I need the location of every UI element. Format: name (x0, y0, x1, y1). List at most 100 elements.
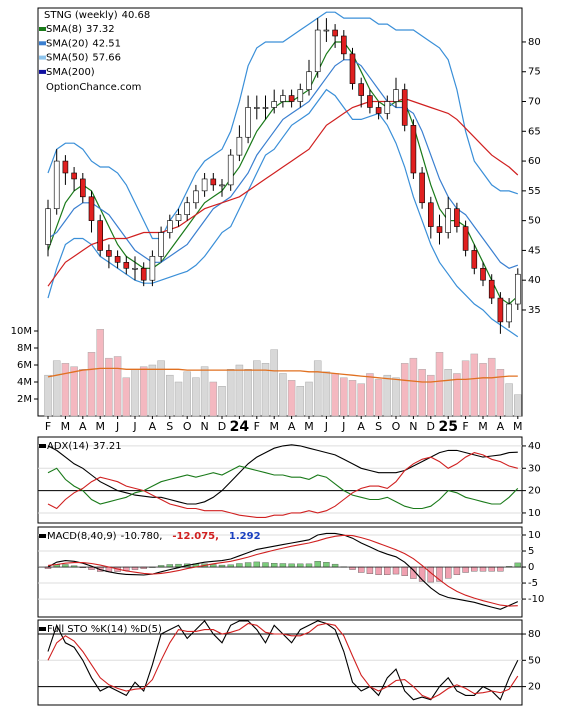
volume-bar (139, 366, 148, 417)
volume-bar (105, 357, 113, 417)
candle-body (80, 178, 86, 198)
candle-body (340, 35, 347, 55)
x-tick-label: M (61, 420, 71, 433)
legend-name: SMA(50) (46, 53, 88, 64)
candle-body (140, 267, 147, 281)
volume-bar (209, 381, 218, 417)
histogram-bar (375, 566, 382, 575)
volume-bar (461, 360, 470, 417)
legend-last: 42.51 (92, 38, 121, 49)
legend-label: SMA(20) 42.51 (46, 38, 121, 49)
candle-body (332, 29, 338, 37)
volume-bar (270, 349, 278, 417)
histogram-bar (331, 563, 339, 568)
y-tick-label: -10 (528, 594, 544, 605)
x-tick-label: N (200, 420, 208, 433)
candle-body (88, 196, 95, 221)
x-tick-label: F (462, 420, 468, 433)
volume-bar (505, 383, 513, 417)
volume-bar (235, 364, 244, 417)
volume-bar (96, 329, 104, 417)
volume-tick-label: 4M (17, 377, 32, 388)
legend-swatch (39, 55, 46, 60)
candle-body (45, 208, 51, 245)
x-tick-label: 25 (438, 419, 457, 435)
candle-body (245, 107, 251, 138)
y-tick-label: 0 (528, 562, 534, 573)
panel-title-text: Full STO %K(14) %D(5) (47, 624, 162, 635)
histogram-bar (445, 566, 452, 579)
volume-bar (383, 374, 392, 417)
x-tick-label: S (375, 420, 382, 433)
x-tick-label: M (269, 420, 279, 433)
upper-band (47, 11, 518, 240)
candle-body (193, 190, 199, 204)
candle-body (401, 89, 408, 126)
panel-frame (37, 619, 523, 706)
volume-tick-label: 10M (11, 326, 32, 337)
x-tick-label: M (95, 420, 105, 433)
x-tick-label: F (45, 420, 51, 433)
candle-body (227, 154, 234, 186)
x-tick-label: A (288, 420, 296, 433)
volume-bar (192, 377, 200, 417)
x-tick-label: D (218, 420, 226, 433)
y-tick-label: 40 (528, 441, 541, 452)
x-tick-label: A (357, 420, 365, 433)
volume-bar (87, 352, 96, 417)
x-tick-label: A (497, 420, 505, 433)
indicator-line (47, 465, 519, 510)
x-tick-label: F (254, 420, 260, 433)
y-tick-label: 20 (528, 486, 541, 497)
volume-bar (366, 373, 374, 417)
legend-swatch (39, 534, 46, 538)
y-tick-label: 50 (528, 655, 541, 666)
volume-bar (322, 371, 331, 417)
title-last: 40.68 (122, 10, 151, 21)
y-tick-label: 10 (528, 530, 541, 541)
y-tick-label: 65 (528, 126, 541, 137)
volume-bar (61, 363, 70, 417)
moving-average (47, 97, 519, 287)
legend-swatch (39, 27, 46, 31)
candle-body (349, 53, 356, 84)
histogram-bar (305, 563, 313, 568)
x-tick-label: O (392, 420, 401, 433)
volume-bar (183, 371, 191, 417)
volume-bar (514, 394, 522, 417)
volume-bar (113, 356, 122, 417)
x-tick-label: N (409, 420, 417, 433)
legend-box (39, 9, 151, 95)
candle-body (288, 95, 295, 102)
candle-body (384, 101, 391, 114)
volume-average-line (47, 367, 518, 383)
candle-body (280, 95, 286, 102)
volume-tick-label: 8M (17, 343, 32, 354)
candle-body (419, 172, 425, 204)
legend-label: SMA(50) 57.66 (46, 53, 121, 64)
y-tick-label: 80 (528, 37, 541, 48)
panel-title: Full STO %K(14) %D(5) (47, 624, 162, 635)
volume-bar (400, 363, 409, 417)
panel-last: 37.21 (93, 441, 122, 452)
y-tick-label: -5 (528, 578, 538, 589)
candle-body (53, 160, 60, 210)
legend-last: 37.32 (86, 24, 115, 35)
y-tick-label: 60 (528, 156, 541, 167)
candle-body (254, 107, 260, 109)
histogram-bar (462, 566, 469, 573)
legend-name: SMA(200) (46, 67, 95, 78)
candle-body (393, 89, 399, 102)
y-tick-label: 75 (528, 67, 541, 78)
y-tick-label: 5 (528, 546, 534, 557)
candle-body (410, 125, 417, 174)
candle-body (427, 202, 434, 227)
histogram-bar (62, 564, 69, 568)
y-tick-label: 40 (528, 275, 541, 286)
volume-bar (70, 366, 78, 417)
panel-title: ADX(14) 37.21 (47, 441, 122, 452)
volume-tick-label: 2M (17, 394, 32, 405)
legend-swatch (39, 41, 46, 46)
volume-bar (331, 373, 339, 417)
